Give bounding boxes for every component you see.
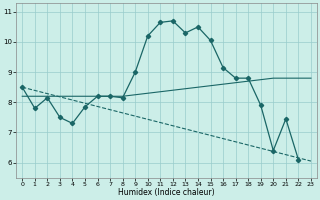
X-axis label: Humidex (Indice chaleur): Humidex (Indice chaleur) [118,188,215,197]
